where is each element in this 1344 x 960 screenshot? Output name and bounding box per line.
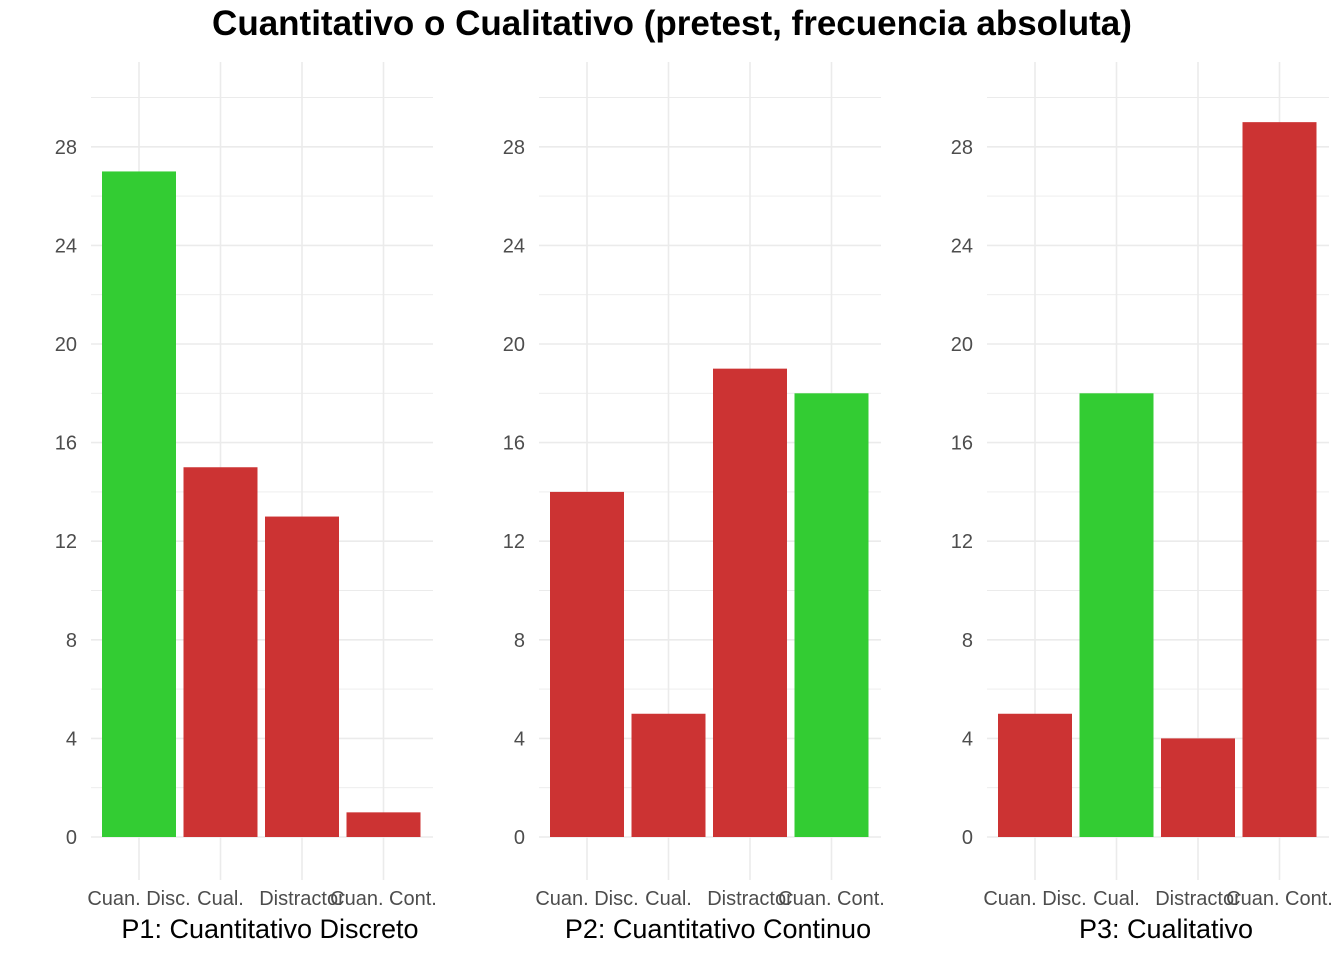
bar	[1242, 122, 1317, 837]
y-tick-label: 16	[55, 433, 77, 455]
y-tick-label: 28	[951, 137, 973, 159]
panel-label: P2: Cuantitativo Continuo	[565, 914, 871, 944]
y-tick-label: 12	[503, 531, 525, 553]
y-tick-label: 0	[962, 827, 973, 849]
panel-label: P3: Cualitativo	[1079, 914, 1253, 944]
y-tick-label: 8	[962, 630, 973, 652]
y-tick-label: 16	[951, 433, 973, 455]
x-tick-label: Distractor	[259, 888, 345, 910]
bar	[1079, 393, 1154, 837]
y-tick-label: 0	[514, 827, 525, 849]
x-tick-label: Cuan. Disc.	[983, 888, 1086, 910]
bar	[346, 812, 421, 837]
y-tick-label: 24	[951, 235, 973, 257]
y-tick-label: 4	[962, 728, 973, 750]
bar	[102, 171, 176, 837]
y-tick-label: 8	[66, 630, 77, 652]
y-tick-label: 4	[514, 728, 525, 750]
y-tick-label: 20	[951, 334, 973, 356]
x-tick-label: Cual.	[645, 888, 692, 910]
bar	[1161, 738, 1235, 837]
chart-title: Cuantitativo o Cualitativo (pretest, fre…	[212, 4, 1132, 43]
x-tick-label: Cuan. Disc.	[535, 888, 638, 910]
x-tick-label: Cuan. Cont.	[778, 888, 885, 910]
y-tick-label: 8	[514, 630, 525, 652]
y-tick-label: 12	[951, 531, 973, 553]
x-tick-label: Cuan. Disc.	[87, 888, 190, 910]
x-tick-label: Cual.	[1093, 888, 1140, 910]
x-tick-label: Distractor	[707, 888, 793, 910]
bar	[183, 467, 258, 837]
y-tick-label: 28	[55, 137, 77, 159]
y-tick-label: 28	[503, 137, 525, 159]
x-tick-label: Cuan. Cont.	[330, 888, 437, 910]
bar	[794, 393, 869, 837]
bar	[998, 713, 1072, 837]
bar	[631, 713, 706, 837]
y-tick-label: 12	[55, 531, 77, 553]
y-tick-label: 24	[503, 235, 525, 257]
bar	[713, 368, 787, 837]
y-tick-label: 20	[55, 334, 77, 356]
x-tick-label: Cuan. Cont.	[1226, 888, 1333, 910]
y-tick-label: 0	[66, 827, 77, 849]
bar	[265, 516, 339, 837]
panel-label: P1: Cuantitativo Discreto	[121, 914, 418, 944]
bar	[550, 491, 624, 837]
x-tick-label: Distractor	[1155, 888, 1241, 910]
y-tick-label: 20	[503, 334, 525, 356]
y-tick-label: 24	[55, 235, 77, 257]
y-tick-label: 4	[66, 728, 77, 750]
x-tick-label: Cual.	[197, 888, 244, 910]
y-tick-label: 16	[503, 433, 525, 455]
